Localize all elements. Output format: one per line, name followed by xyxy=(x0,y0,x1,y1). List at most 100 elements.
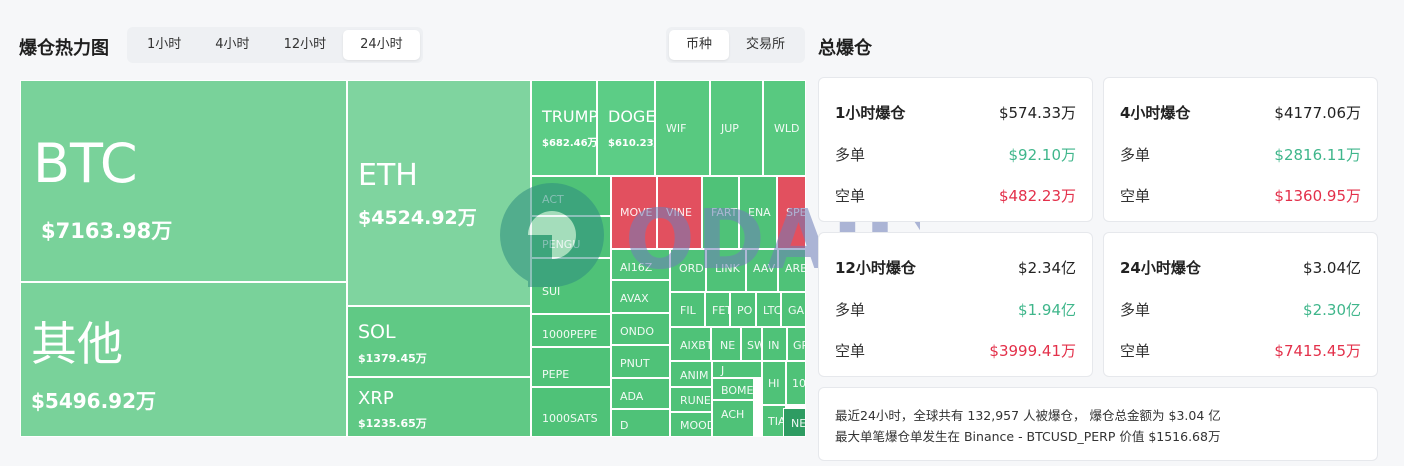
card-total: $574.33万 xyxy=(998,104,1076,122)
heatmap-cell-fil[interactable]: FIL xyxy=(670,292,705,327)
tab-by-exchange[interactable]: 交易所 xyxy=(746,37,786,52)
heatmap-cell-xrp[interactable]: XRP $1235.65万 xyxy=(347,377,531,437)
cell-symbol: ANIM xyxy=(680,369,709,382)
heatmap-cell-act[interactable]: ACT xyxy=(531,176,611,216)
heatmap-cell-wif[interactable]: WIF xyxy=(655,80,710,176)
heatmap-cell-bome[interactable]: BOME xyxy=(712,378,754,400)
heatmap-cell-rune[interactable]: RUNE xyxy=(670,387,712,412)
cell-symbol: AVAX xyxy=(620,292,649,305)
heatmap-cell-sw[interactable]: SW xyxy=(741,327,762,361)
cell-symbol: LTC xyxy=(763,304,781,317)
heatmap-cell-aav[interactable]: AAV xyxy=(746,249,778,292)
cell-symbol: IN xyxy=(768,339,780,352)
heatmap-cell-pepe[interactable]: PEPE xyxy=(531,347,611,387)
heatmap-cell-ada[interactable]: ADA xyxy=(611,378,670,409)
short-label: 空单 xyxy=(1120,342,1151,360)
long-value: $92.10万 xyxy=(1008,146,1077,164)
short-value: $482.23万 xyxy=(998,187,1076,205)
cell-symbol: PENGU xyxy=(542,238,581,251)
heatmap-cell-其他[interactable]: 其他 $5496.92万 xyxy=(20,282,347,437)
cell-symbol: HI xyxy=(768,377,780,390)
heatmap-cell-1000sats[interactable]: 1000SATS xyxy=(531,387,611,437)
summary-line-1: 最近24小时，全球共有 132,957 人被爆仓， 爆仓总金额为 $3.04 亿 xyxy=(835,408,1221,423)
cell-value: $610.23万 xyxy=(608,138,654,149)
heatmap-cell-btc[interactable]: BTC $7163.98万 xyxy=(20,80,347,282)
heatmap-cell-sui[interactable]: SUI xyxy=(531,258,611,314)
heatmap-cell-10[interactable]: 10 xyxy=(786,361,806,405)
heatmap-cell-jup[interactable]: JUP xyxy=(710,80,763,176)
totals-title: 总爆仓 xyxy=(818,38,872,59)
heatmap-cell-fet[interactable]: FET xyxy=(705,292,730,327)
heatmap-cell-j[interactable]: J xyxy=(712,361,762,378)
short-value: $7415.45万 xyxy=(1274,342,1361,360)
heatmap-cell-move[interactable]: MOVE xyxy=(611,176,657,249)
heatmap-cell-arb[interactable]: ARB xyxy=(778,249,806,292)
cell-symbol: PO xyxy=(737,304,753,317)
heatmap-cell-fart[interactable]: FART xyxy=(702,176,739,249)
cell-symbol: BOME xyxy=(721,384,754,397)
heatmap-cell-doge[interactable]: DOGE $610.23万 xyxy=(597,80,655,176)
cell-symbol: FART xyxy=(711,206,738,219)
tab-by-coin[interactable]: 币种 xyxy=(669,30,730,60)
tab-1h[interactable]: 1小时 xyxy=(147,37,182,52)
heatmap-cell-mood[interactable]: MOOD xyxy=(670,412,712,437)
heatmap-cell-ord[interactable]: ORD xyxy=(670,249,706,292)
heatmap-cell-sol[interactable]: SOL $1379.45万 xyxy=(347,306,531,377)
cell-symbol: LINK xyxy=(715,262,740,275)
cell-symbol: ARB xyxy=(785,262,806,275)
cell-symbol: WIF xyxy=(666,122,687,135)
heatmap-cell-trump[interactable]: TRUMP $682.46万 xyxy=(531,80,597,176)
cell-symbol: NE xyxy=(720,339,736,352)
heatmap-cell-ne[interactable]: NE xyxy=(711,327,741,361)
cell-symbol: D xyxy=(620,419,629,432)
heatmap-cell-avax[interactable]: AVAX xyxy=(611,280,670,313)
card-4h: 4小时爆仓 $4177.06万 多单 $2816.11万 空单 $1360.95万 xyxy=(1103,77,1378,222)
cell-symbol: FET xyxy=(712,304,730,317)
card-1h: 1小时爆仓 $574.33万 多单 $92.10万 空单 $482.23万 xyxy=(818,77,1093,222)
tab-4h[interactable]: 4小时 xyxy=(215,37,250,52)
heatmap-cell-ondo[interactable]: ONDO xyxy=(611,313,670,345)
card-total: $2.34亿 xyxy=(1018,259,1076,277)
heatmap-cell-ga[interactable]: GA xyxy=(781,292,806,327)
heatmap-cell-anim[interactable]: ANIM xyxy=(670,361,712,387)
cell-symbol: SOL xyxy=(358,321,396,343)
heatmap-cell-eth[interactable]: ETH $4524.92万 xyxy=(347,80,531,306)
heatmap-cell-pnut[interactable]: PNUT xyxy=(611,345,670,378)
cell-symbol: PEPE xyxy=(542,368,570,381)
cell-symbol: ONDO xyxy=(620,325,655,338)
heatmap-cell-hi[interactable]: HI xyxy=(762,361,786,405)
heatmap-cell-pengu[interactable]: PENGU xyxy=(531,216,611,258)
long-value: $1.94亿 xyxy=(1018,301,1076,319)
short-label: 空单 xyxy=(835,342,866,360)
heatmap-cell-ai16z[interactable]: AI16Z xyxy=(611,249,670,280)
cell-symbol: ACT xyxy=(542,193,564,206)
cell-symbol: BTC xyxy=(33,132,138,195)
heatmap-cell-tia[interactable]: TIA xyxy=(762,405,786,437)
heatmap-cell-po[interactable]: PO xyxy=(730,292,756,327)
heatmap-cell-d[interactable]: D xyxy=(611,409,670,437)
heatmap-cell-ena[interactable]: ENA xyxy=(739,176,777,249)
cell-symbol: SPE xyxy=(786,206,806,219)
cell-symbol: ENA xyxy=(748,206,771,219)
cell-symbol: NE xyxy=(791,417,806,430)
heatmap-cell-in[interactable]: IN xyxy=(762,327,787,361)
tab-24h[interactable]: 24小时 xyxy=(343,30,420,60)
cell-symbol: ETH xyxy=(358,158,418,193)
cell-symbol: 10 xyxy=(792,377,806,390)
heatmap-cell-link[interactable]: LINK xyxy=(706,249,746,292)
long-value: $2816.11万 xyxy=(1274,146,1361,164)
heatmap-cell-ne[interactable]: NE xyxy=(783,408,806,437)
cell-symbol: SUI xyxy=(542,285,561,298)
heatmap-cell-1000pepe[interactable]: 1000PEPE xyxy=(531,314,611,347)
heatmap-cell-gr[interactable]: GR xyxy=(787,327,806,361)
cell-symbol: VINE xyxy=(666,206,692,219)
heatmap-cell-spe[interactable]: SPE xyxy=(777,176,806,249)
short-value: $3999.41万 xyxy=(989,342,1076,360)
tab-12h[interactable]: 12小时 xyxy=(283,37,327,52)
heatmap-cell-aixbt[interactable]: AIXBT xyxy=(670,327,711,361)
card-period: 4小时爆仓 xyxy=(1120,104,1191,122)
heatmap-cell-ach[interactable]: ACH xyxy=(712,400,754,437)
heatmap-cell-wld[interactable]: WLD xyxy=(763,80,806,176)
heatmap-cell-ltc[interactable]: LTC xyxy=(756,292,781,327)
heatmap-cell-vine[interactable]: VINE xyxy=(657,176,702,249)
